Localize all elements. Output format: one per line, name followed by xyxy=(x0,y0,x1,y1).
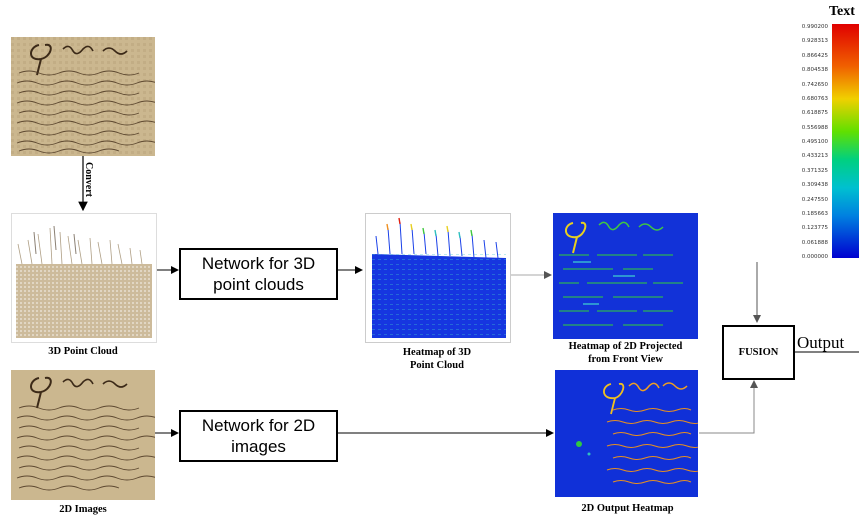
output-label: Output xyxy=(797,333,845,352)
colorbar-tick-label: 0.928313 xyxy=(801,38,828,45)
colorbar-gradient xyxy=(832,24,859,258)
colorbar-tick-label: 0.309438 xyxy=(801,182,828,189)
point-cloud-image xyxy=(11,213,157,343)
heatmap-2d-projected-image xyxy=(553,213,698,339)
heatmap-3d-point-cloud-image xyxy=(365,213,511,343)
colorbar-tick-label: 0.866425 xyxy=(801,52,828,59)
caption-3d-point-cloud: 3D Point Cloud xyxy=(48,346,118,357)
colorbar-tick-label: 0.247550 xyxy=(801,196,828,203)
caption-heatmap-projected: Heatmap of 2D Projected from Front View xyxy=(568,341,683,365)
colorbar-tick-label: 0.000000 xyxy=(801,254,828,260)
colorbar-tick-label: 0.804538 xyxy=(801,67,828,74)
colorbar-tick-label: 0.123775 xyxy=(801,225,828,232)
network-2d-box: Network for 2D images xyxy=(179,410,338,462)
heatmap-2d-output-image xyxy=(555,370,698,497)
colorbar-title: Text xyxy=(829,4,855,19)
colorbar-tick-label: 0.556988 xyxy=(801,124,828,131)
network-3d-box: Network for 3D point clouds xyxy=(179,248,338,300)
colorbar-tick-label: 0.680763 xyxy=(801,95,828,102)
caption-heatmap-2d-output: 2D Output Heatmap xyxy=(581,503,674,514)
caption-2d-images: 2D Images xyxy=(59,504,107,515)
colorbar-tick-label: 0.742650 xyxy=(801,81,828,88)
colorbar-tick-label: 0.495100 xyxy=(801,139,828,145)
colorbar-tick-label: 0.185663 xyxy=(801,210,828,217)
colorbar-tick-label: 0.061888 xyxy=(801,239,828,246)
arrow-2dheat-to-fusion xyxy=(699,380,758,434)
caption-heatmap-3d: Heatmap of 3D Point Cloud xyxy=(402,347,472,371)
convert-label: Convert xyxy=(83,162,94,197)
input-document-image-2d xyxy=(11,370,155,500)
input-document-image-top xyxy=(11,37,155,156)
colorbar-tick-label: 0.371325 xyxy=(801,167,828,174)
colorbar-tick-label: 0.433213 xyxy=(801,153,828,160)
colorbar-tick-label: 0.618875 xyxy=(801,110,828,117)
colorbar-tick-label: 0.990200 xyxy=(801,24,828,30)
fusion-box: FUSION xyxy=(722,325,795,380)
